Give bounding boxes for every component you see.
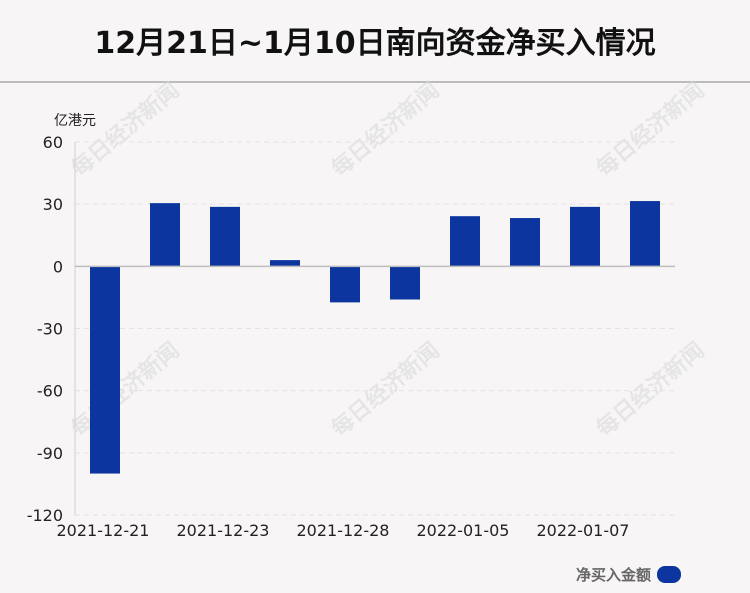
chart-title: 12月21日~1月10日南向资金净买入情况	[94, 26, 656, 61]
bar	[390, 266, 420, 300]
bar	[270, 260, 300, 267]
x-tick-label: 2022-01-07	[537, 521, 630, 540]
watermark-text: 每日经济新闻	[592, 77, 710, 182]
gridlines	[75, 141, 675, 516]
bar	[90, 266, 120, 474]
y-tick-label: -120	[27, 506, 63, 525]
y-tick-label: 30	[43, 195, 63, 214]
y-axis-ticks: 60 30 0 -30 -60 -90 -120	[27, 133, 63, 525]
y-axis-label: 亿港元	[54, 113, 96, 129]
x-tick-label: 2022-01-05	[417, 521, 510, 540]
watermark-text: 每日经济新闻	[592, 337, 710, 442]
x-tick-label: 2021-12-28	[297, 521, 390, 540]
bar	[330, 266, 360, 303]
x-tick-label: 2021-12-21	[57, 521, 150, 540]
bar	[210, 206, 240, 267]
x-tick-label: 2021-12-23	[177, 521, 270, 540]
legend: 净买入金额	[576, 564, 682, 585]
y-tick-label: 60	[43, 133, 63, 152]
bar	[630, 201, 660, 267]
bar	[150, 203, 180, 267]
bar	[570, 206, 600, 267]
y-tick-label: -30	[37, 320, 63, 339]
legend-label: 净买入金额	[576, 566, 652, 584]
watermark-text: 每日经济新闻	[67, 77, 185, 182]
bars	[90, 201, 660, 474]
watermark-text: 每日经济新闻	[67, 337, 185, 442]
legend-swatch	[657, 566, 682, 583]
watermark-text: 每日经济新闻	[327, 337, 445, 442]
bar	[450, 216, 480, 267]
watermark-text: 每日经济新闻	[327, 77, 445, 182]
x-axis-ticks: 2021-12-21 2021-12-23 2021-12-28 2022-01-05…	[57, 521, 630, 540]
bar	[510, 218, 540, 267]
y-tick-label: -60	[37, 382, 63, 401]
y-tick-label: -90	[37, 444, 63, 463]
y-tick-label: 0	[53, 257, 63, 276]
title-divider	[0, 81, 750, 83]
